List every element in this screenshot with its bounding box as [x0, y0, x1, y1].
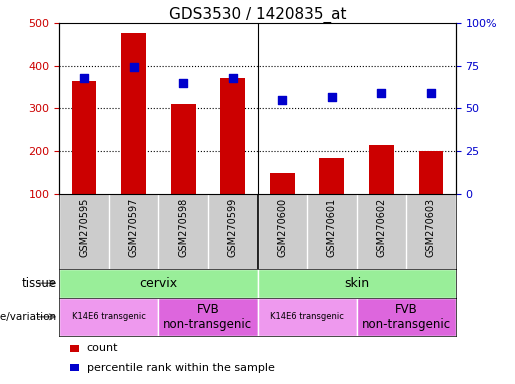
Bar	[159, 298, 258, 336]
Bar	[72, 81, 96, 194]
Text: FVB
non-transgenic: FVB non-transgenic	[362, 303, 451, 331]
Title: GDS3530 / 1420835_at: GDS3530 / 1420835_at	[169, 7, 346, 23]
Text: skin: skin	[344, 277, 369, 290]
Point	[129, 65, 138, 71]
Bar	[59, 298, 159, 336]
Text: GSM270597: GSM270597	[129, 198, 139, 257]
Bar	[369, 145, 394, 194]
Text: GSM270601: GSM270601	[327, 198, 337, 257]
Text: tissue: tissue	[22, 277, 57, 290]
Point	[427, 90, 435, 96]
Text: K14E6 transgenic: K14E6 transgenic	[270, 312, 344, 321]
Text: GSM270599: GSM270599	[228, 198, 238, 257]
Text: GSM270603: GSM270603	[426, 198, 436, 257]
Bar	[270, 174, 295, 194]
Bar	[220, 78, 245, 194]
Point	[278, 97, 286, 103]
Text: cervix: cervix	[139, 277, 178, 290]
Point	[229, 74, 237, 81]
Text: K14E6 transgenic: K14E6 transgenic	[72, 312, 146, 321]
Bar	[59, 269, 258, 298]
Text: GSM270595: GSM270595	[79, 198, 89, 257]
Text: count: count	[87, 343, 118, 353]
Point	[377, 90, 386, 96]
Bar	[356, 298, 456, 336]
Point	[328, 93, 336, 99]
Bar	[171, 104, 196, 194]
Point	[80, 74, 88, 81]
Text: percentile rank within the sample: percentile rank within the sample	[87, 363, 274, 373]
Bar	[258, 298, 356, 336]
Bar	[121, 33, 146, 194]
Text: GSM270600: GSM270600	[277, 198, 287, 257]
Bar	[258, 269, 456, 298]
Text: GSM270598: GSM270598	[178, 198, 188, 257]
Point	[179, 80, 187, 86]
Text: FVB
non-transgenic: FVB non-transgenic	[163, 303, 252, 331]
Bar	[319, 159, 344, 194]
Text: genotype/variation: genotype/variation	[0, 312, 57, 322]
Bar	[419, 151, 443, 194]
Text: GSM270602: GSM270602	[376, 198, 386, 257]
